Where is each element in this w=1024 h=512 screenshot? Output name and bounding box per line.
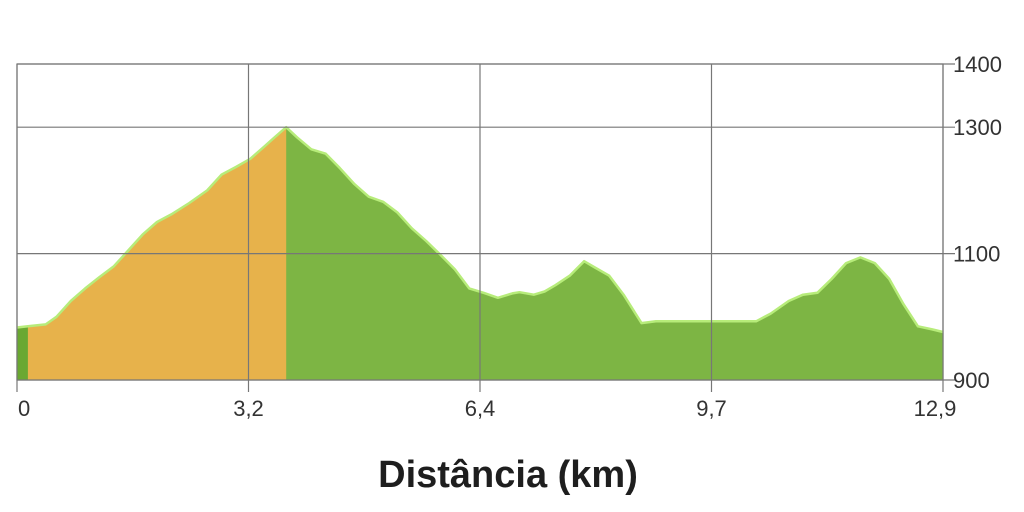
x-tick-label: 6,4 [465,396,496,421]
y-tick-label: 1300 [953,115,1002,140]
x-tick-label: 3,2 [233,396,264,421]
x-tick-label: 12,9 [914,396,957,421]
tick-labels: 900 1100 1300 1400 0 3,2 6,4 9,7 12,9 [18,52,1002,421]
x-tick-label: 9,7 [696,396,727,421]
x-tick-label: 0 [18,396,30,421]
start-marker-area [17,326,28,380]
y-tick-label: 1400 [953,52,1002,77]
y-tick-label: 1100 [953,242,1000,267]
x-axis-title: Distância (km) [378,454,638,496]
grid-layer [16,63,955,392]
elevation-line [16,125,944,334]
y-tick-label: 900 [953,368,990,393]
